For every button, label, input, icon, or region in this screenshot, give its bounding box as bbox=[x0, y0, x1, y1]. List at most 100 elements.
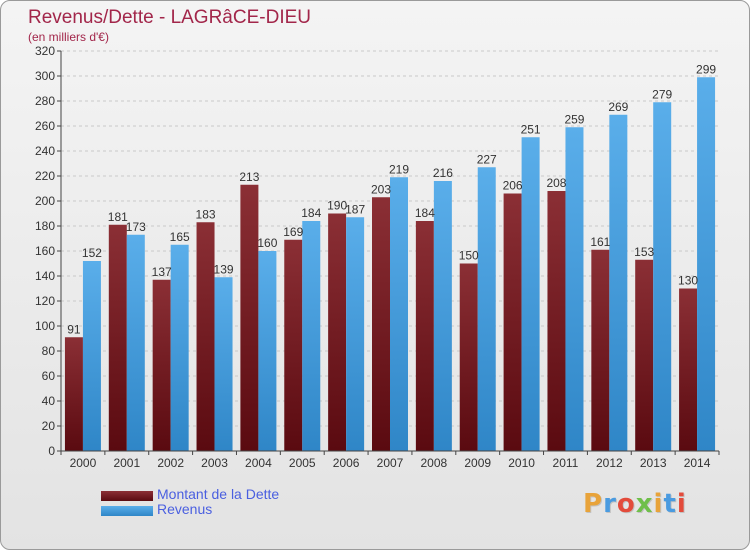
data-label-dette: 206 bbox=[503, 179, 523, 193]
data-label-revenus: 173 bbox=[126, 220, 146, 234]
y-tick-label: 0 bbox=[48, 444, 55, 458]
bar-dette bbox=[64, 337, 83, 451]
x-tick-label: 2002 bbox=[157, 456, 184, 470]
axes: 0 20 40 60 80 100 120 140 160 180 200 220 240 260 280 3… bbox=[35, 44, 720, 470]
x-tick-label: 2014 bbox=[684, 456, 711, 470]
data-label-revenus: 259 bbox=[564, 112, 584, 126]
y-tick-label: 120 bbox=[35, 294, 55, 308]
bar-revenus bbox=[609, 114, 628, 451]
bar-dette bbox=[284, 239, 303, 451]
data-label-dette: 183 bbox=[196, 207, 216, 221]
bar-dette bbox=[372, 197, 390, 451]
proxiti-logo: Proxiti bbox=[583, 489, 687, 519]
chart-title: Revenus/Dette - LAGRâCE-DIEU bbox=[28, 7, 311, 28]
bars bbox=[64, 77, 716, 451]
data-label-revenus: 227 bbox=[477, 152, 497, 166]
x-tick-label: 2005 bbox=[289, 456, 316, 470]
bar-revenus bbox=[170, 244, 189, 451]
y-tick-label: 200 bbox=[35, 194, 55, 208]
bar-dette bbox=[503, 193, 522, 451]
data-label-dette: 208 bbox=[546, 176, 566, 190]
data-label-revenus: 139 bbox=[214, 262, 234, 276]
bar-revenus bbox=[697, 77, 716, 451]
y-tick-label: 160 bbox=[35, 244, 55, 258]
data-label-revenus: 251 bbox=[521, 122, 541, 136]
y-tick-label: 60 bbox=[42, 369, 56, 383]
x-tick-label: 2013 bbox=[640, 456, 667, 470]
data-label-revenus: 269 bbox=[608, 100, 628, 114]
y-tick-label: 20 bbox=[42, 419, 56, 433]
data-label-dette: 150 bbox=[459, 249, 479, 263]
data-labels: 9115218117313716518313921316016918419018… bbox=[67, 62, 716, 336]
y-tick-label: 180 bbox=[35, 219, 55, 233]
bar-revenus bbox=[126, 234, 145, 451]
bar-revenus bbox=[521, 137, 540, 451]
bar-dette bbox=[240, 184, 259, 451]
data-label-revenus: 187 bbox=[345, 202, 365, 216]
data-label-dette: 161 bbox=[590, 235, 610, 249]
x-tick-label: 2007 bbox=[377, 456, 404, 470]
data-label-revenus: 279 bbox=[652, 87, 672, 101]
data-label-revenus: 165 bbox=[170, 230, 190, 244]
data-label-dette: 137 bbox=[152, 265, 172, 279]
data-label-revenus: 160 bbox=[257, 236, 277, 250]
y-tick-label: 100 bbox=[35, 319, 55, 333]
bar-dette bbox=[152, 279, 171, 451]
x-tick-label: 2001 bbox=[113, 456, 140, 470]
bar-revenus bbox=[214, 277, 233, 451]
bar-revenus bbox=[477, 167, 496, 451]
bar-revenus bbox=[258, 251, 277, 451]
x-tick-label: 2011 bbox=[553, 456, 579, 470]
data-label-dette: 184 bbox=[415, 206, 435, 220]
x-tick-label: 2000 bbox=[70, 456, 97, 470]
x-tick-label: 2006 bbox=[333, 456, 360, 470]
y-tick-label: 260 bbox=[35, 119, 55, 133]
bar-dette bbox=[196, 222, 215, 451]
y-tick-label: 240 bbox=[35, 144, 55, 158]
data-label-dette: 91 bbox=[67, 322, 81, 336]
bar-revenus bbox=[302, 221, 321, 451]
x-tick-label: 2012 bbox=[596, 456, 623, 470]
legend-swatch-dette bbox=[101, 491, 153, 501]
bar-revenus bbox=[390, 177, 408, 451]
y-tick-label: 80 bbox=[42, 344, 56, 358]
data-label-dette: 153 bbox=[634, 245, 654, 259]
x-tick-label: 2009 bbox=[464, 456, 491, 470]
bar-revenus bbox=[565, 127, 584, 451]
bar-dette bbox=[108, 224, 127, 451]
bar-dette bbox=[547, 191, 566, 451]
x-tick-label: 2003 bbox=[201, 456, 228, 470]
data-label-dette: 181 bbox=[108, 210, 128, 224]
bar-revenus bbox=[82, 261, 101, 451]
bar-revenus bbox=[433, 181, 452, 451]
bar-dette bbox=[679, 288, 698, 451]
x-tick-label: 2008 bbox=[421, 456, 448, 470]
bar-revenus bbox=[346, 217, 365, 451]
legend-swatch-revenus bbox=[101, 506, 153, 516]
bar-dette bbox=[635, 259, 654, 451]
data-label-revenus: 299 bbox=[696, 62, 716, 76]
chart-subtitle: (en milliers d'€) bbox=[28, 30, 109, 44]
x-tick-label: 2010 bbox=[508, 456, 535, 470]
data-label-revenus: 219 bbox=[389, 162, 409, 176]
data-label-dette: 130 bbox=[678, 274, 698, 288]
legend-label-dette: Montant de la Dette bbox=[157, 486, 280, 502]
bar-dette bbox=[459, 263, 478, 451]
data-label-dette: 213 bbox=[239, 170, 259, 184]
y-tick-label: 280 bbox=[35, 94, 55, 108]
y-tick-label: 140 bbox=[35, 269, 55, 283]
y-tick-label: 40 bbox=[42, 394, 56, 408]
y-tick-label: 300 bbox=[35, 69, 55, 83]
data-label-dette: 203 bbox=[371, 182, 391, 196]
bar-dette bbox=[328, 213, 347, 451]
bar-dette bbox=[591, 249, 610, 451]
data-label-revenus: 152 bbox=[82, 246, 102, 260]
bar-dette bbox=[415, 221, 434, 451]
data-label-revenus: 216 bbox=[433, 166, 453, 180]
legend-label-revenus: Revenus bbox=[157, 501, 213, 517]
data-label-revenus: 184 bbox=[301, 206, 321, 220]
data-label-dette: 169 bbox=[283, 225, 303, 239]
y-tick-label: 320 bbox=[35, 44, 55, 58]
